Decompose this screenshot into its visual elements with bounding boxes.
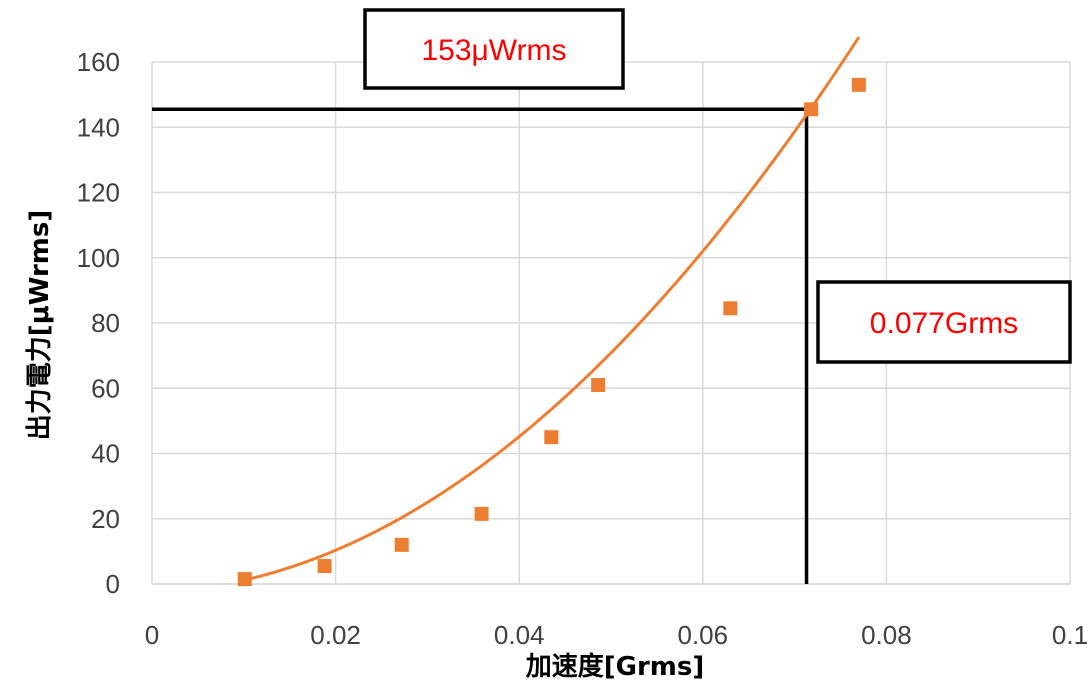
annotation-label: 153μWrms [421,34,566,67]
annotation-label: 0.077Grms [870,307,1018,340]
annotation-box [363,8,625,90]
data-point [544,430,559,445]
data-point [317,559,332,574]
annotations: 153μWrms 0.077Grms [363,8,1072,364]
y-tick-label: 160 [77,47,120,77]
x-tick-label: 0.02 [310,620,361,650]
y-tick-label: 40 [91,439,120,469]
data-point [474,506,489,521]
y-tick-labels: 0 20 40 60 80 100 120 140 160 [77,47,120,599]
y-tick-label: 60 [91,373,120,403]
data-point [851,77,866,92]
x-axis-title: 加速度[Grms] [526,651,705,682]
x-tick-label: 0.06 [677,620,728,650]
data-point [804,102,819,117]
x-tick-label: 0.04 [494,620,545,650]
x-tick-label: 0.1 [1052,620,1088,650]
reference-lines [152,107,809,584]
y-tick-label: 0 [106,569,120,599]
y-tick-label: 140 [77,112,120,142]
data-point [591,377,606,392]
trendline [244,36,861,582]
y-tick-label: 100 [77,243,120,273]
x-tick-label: 0 [145,620,159,650]
x-tick-labels: 0 0.02 0.04 0.06 0.08 0.1 [145,620,1088,650]
annotation-box [816,280,1072,364]
y-tick-label: 20 [91,504,120,534]
data-point [394,537,409,552]
x-tick-label: 0.08 [861,620,912,650]
data-point [237,572,252,587]
data-point [723,301,738,316]
trendline-group [244,36,861,582]
y-axis-title: 出力電力[μWrms] [25,210,55,441]
y-tick-label: 80 [91,308,120,338]
data-points [237,77,866,587]
y-tick-label: 120 [77,178,120,208]
